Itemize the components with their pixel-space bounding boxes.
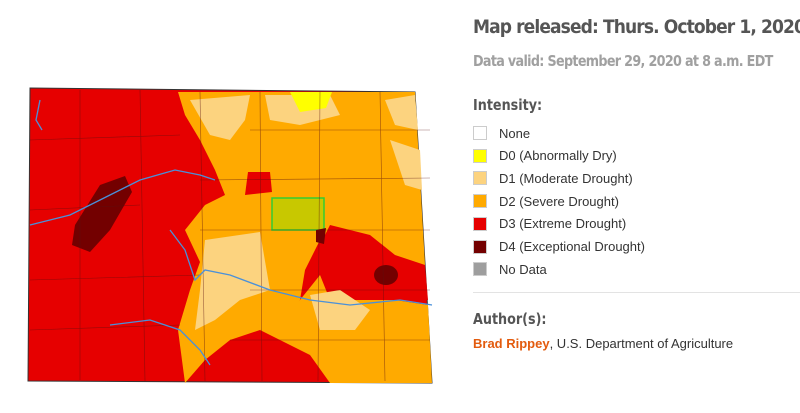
- legend-swatch: [473, 216, 487, 231]
- author-affiliation: , U.S. Department of Agriculture: [549, 336, 734, 351]
- legend-item: None: [473, 125, 530, 141]
- legend-swatch: [473, 239, 487, 254]
- legend-title: Intensity:: [473, 96, 543, 114]
- legend-item: D1 (Moderate Drought): [473, 170, 633, 186]
- legend-label: D1 (Moderate Drought): [499, 170, 633, 186]
- legend-swatch: [473, 126, 487, 140]
- divider: [473, 292, 800, 293]
- legend-swatch: [473, 171, 487, 186]
- drought-map: [27, 87, 433, 384]
- legend-label: D4 (Exceptional Drought): [499, 239, 645, 254]
- legend-label: None: [499, 125, 531, 141]
- author-title: Author(s):: [473, 310, 547, 328]
- legend-label: No Data: [499, 261, 547, 277]
- legend-swatch: [473, 148, 487, 163]
- legend-swatch: [473, 194, 487, 209]
- legend-item: No Data: [473, 261, 547, 277]
- legend-swatch: [473, 262, 487, 277]
- legend-item: D0 (Abnormally Dry): [473, 148, 617, 164]
- legend-label: D2 (Severe Drought): [499, 193, 619, 209]
- legend-label: D0 (Abnormally Dry): [499, 148, 617, 164]
- map-subtitle: Data valid: September 29, 2020 at 8 a.m.…: [473, 52, 773, 70]
- legend-label: D3 (Extreme Drought): [499, 216, 627, 232]
- author-line: Brad Rippey, U.S. Department of Agricult…: [473, 336, 733, 351]
- author-link[interactable]: Brad Rippey: [473, 336, 550, 351]
- legend-item: D4 (Exceptional Drought): [473, 239, 645, 255]
- legend-item: D3 (Extreme Drought): [473, 216, 626, 232]
- map-title: Map released: Thurs. October 1, 2020: [473, 16, 800, 38]
- legend-item: D2 (Severe Drought): [473, 193, 619, 209]
